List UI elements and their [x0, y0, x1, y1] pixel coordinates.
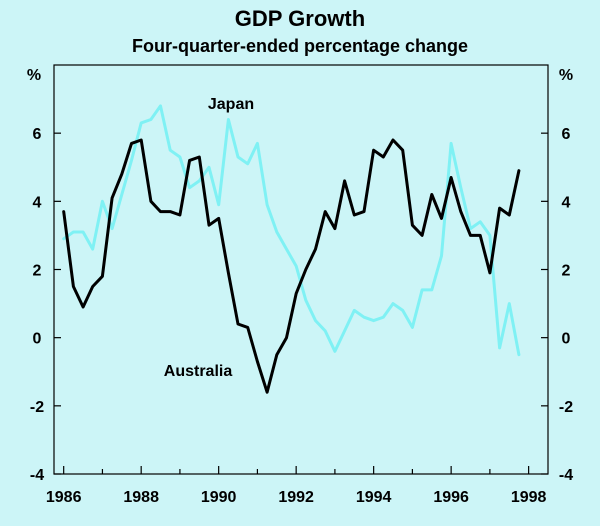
chart-subtitle: Four-quarter-ended percentage change	[131, 36, 469, 56]
x-tick-label: 1992	[278, 489, 314, 506]
y-axis-unit-left: %	[27, 67, 41, 84]
x-tick-label: 1998	[511, 489, 547, 506]
y-tick-label-left: 2	[33, 263, 42, 280]
y-tick-label-right: 2	[562, 263, 571, 280]
y-tick-label-right: 0	[562, 331, 571, 348]
x-tick-label: 1986	[46, 489, 82, 506]
y-tick-label-right: 6	[562, 126, 571, 143]
chart-labels: % % Japan Australia	[27, 67, 573, 380]
chart-series	[62, 104, 521, 394]
y-tick-label-left: 6	[33, 126, 42, 143]
x-tick-label: 1988	[123, 489, 159, 506]
series-label-australia: Australia	[164, 363, 233, 380]
plot-frame	[53, 64, 549, 475]
series-line-australia	[62, 138, 521, 394]
y-tick-label-right: -4	[559, 467, 573, 484]
x-tick-label: 1994	[356, 489, 392, 506]
y-tick-label-left: -2	[30, 399, 44, 416]
chart-title: GDP Growth	[234, 6, 366, 31]
y-tick-label-left: -4	[30, 467, 44, 484]
series-label-japan: Japan	[208, 96, 254, 113]
y-axis-unit-right: %	[559, 67, 573, 84]
chart-axes: -4 -4 -2 -2 0 0 2 2 4 4 6 6 1986 1988 1990 1992 1994 1996…	[30, 64, 573, 506]
y-tick-label-left: 0	[33, 331, 42, 348]
series-line-japan	[62, 104, 521, 357]
y-tick-label-left: 4	[33, 194, 42, 211]
x-tick-label: 1990	[201, 489, 237, 506]
y-tick-label-right: 4	[562, 194, 571, 211]
y-tick-label-right: -2	[559, 399, 573, 416]
x-tick-label: 1996	[433, 489, 469, 506]
